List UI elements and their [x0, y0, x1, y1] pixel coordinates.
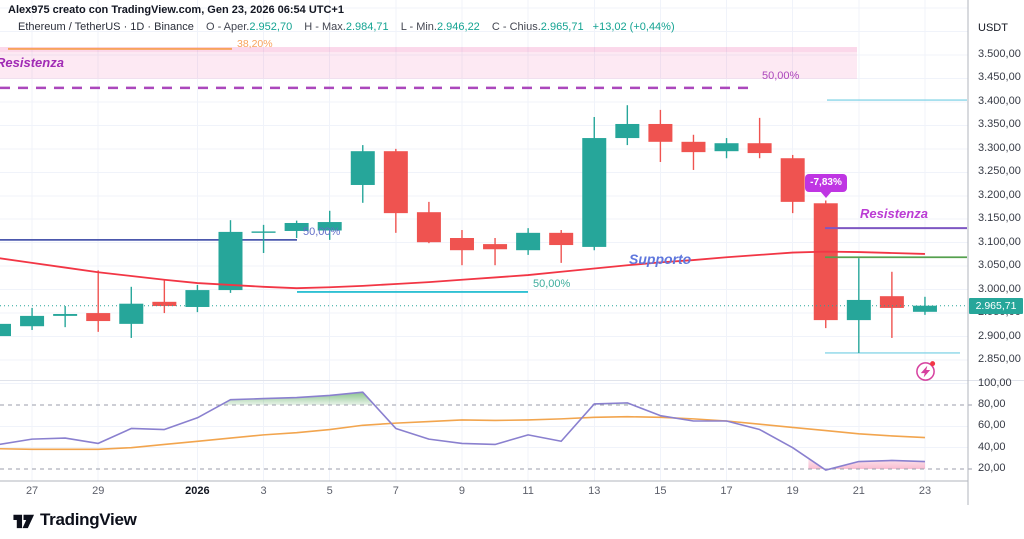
- flash-events-icon[interactable]: [914, 360, 938, 384]
- fib-50-top-label: 50,00%: [762, 70, 800, 82]
- price-tick-label: 3.500,00: [978, 48, 1021, 60]
- close-value: 2.965,71: [540, 21, 584, 33]
- price-tick-label: 2.900,00: [978, 329, 1021, 342]
- time-tick-label: 21: [852, 485, 865, 497]
- time-tick-label: 9: [458, 485, 466, 497]
- price-tick-label: 3.350,00: [978, 118, 1021, 131]
- fib-50-low-label: 50,00%: [533, 278, 571, 290]
- time-tick-label: 27: [25, 485, 39, 497]
- price-tick-label: 3.450,00: [978, 71, 1021, 84]
- low-value: 2.946,22: [436, 21, 480, 33]
- price-tick-label: 3.100,00: [978, 235, 1021, 248]
- time-tick-label: 15: [654, 485, 667, 497]
- current-price-badge: 2.965,71: [969, 297, 1023, 314]
- price-tick-label: 3.000,00: [978, 282, 1021, 295]
- high-value: 2.984,71: [345, 21, 389, 33]
- time-axis[interactable]: 27 29 2026 3 5 7 9 11 13 15 17 19 21 23: [0, 485, 968, 501]
- price-tick-label: 3.200,00: [978, 188, 1021, 201]
- price-tick-label: 2.850,00: [978, 353, 1021, 365]
- price-tick-label: 3.400,00: [978, 94, 1021, 107]
- drop-percent-badge: -7,83%: [805, 174, 847, 192]
- time-tick-label: 3: [260, 485, 267, 497]
- change-value: +13,02 (+0,44%): [592, 21, 675, 33]
- tradingview-logo[interactable]: TradingView: [12, 508, 137, 531]
- high-label: H - Max.: [304, 21, 346, 33]
- time-tick-label: 29: [92, 485, 105, 497]
- symbol-title[interactable]: Ethereum / TetherUS · 1D · Binance: [18, 21, 194, 33]
- time-tick-label: 23: [918, 485, 932, 497]
- resistance-zone-label: Resistenza: [0, 55, 64, 70]
- close-label: C - Chius.: [491, 21, 541, 33]
- indicator-tick-label: 80,00: [978, 398, 1006, 410]
- price-tick-label: 3.250,00: [978, 165, 1021, 178]
- time-tick-label: 7: [392, 485, 399, 497]
- tradingview-logo-icon: [13, 514, 35, 529]
- indicator-tick-label: 20,00: [978, 462, 1006, 474]
- attribution-text: Alex975 creato con TradingView.com, Gen …: [8, 4, 344, 16]
- fib-382-label: 38,20%: [237, 38, 273, 50]
- price-tick-label: 3.050,00: [978, 259, 1021, 272]
- time-tick-label: 11: [522, 485, 534, 497]
- open-label: O - Aper.: [205, 21, 250, 33]
- indicator-tick-label: 40,00: [978, 440, 1006, 453]
- indicator-tick-label: 100,00: [978, 376, 1012, 389]
- time-tick-label: 5: [326, 485, 333, 497]
- price-tick-label: 3.300,00: [978, 141, 1021, 154]
- time-tick-label: 2026: [185, 485, 210, 497]
- notification-dot: [930, 361, 936, 367]
- resistance-line-label: Resistenza: [860, 206, 928, 221]
- fib-50-mid-label: 50,00%: [303, 226, 341, 238]
- time-tick-label: 17: [720, 485, 733, 497]
- time-tick-label: 19: [786, 485, 799, 497]
- indicator-tick-label: 60,00: [978, 419, 1006, 432]
- support-label: Supporto: [629, 251, 692, 267]
- symbol-ohlc-row: Ethereum / TetherUS · 1D · Binance O - A…: [18, 21, 675, 33]
- currency-label: USDT: [978, 22, 1008, 34]
- tradingview-logo-text: TradingView: [40, 509, 137, 529]
- lightning-bolt-icon: [920, 365, 931, 378]
- low-label: L - Min.: [400, 21, 437, 33]
- open-value: 2.952,70: [249, 21, 293, 33]
- price-tick-label: 3.150,00: [978, 212, 1021, 225]
- time-tick-label: 13: [588, 485, 601, 497]
